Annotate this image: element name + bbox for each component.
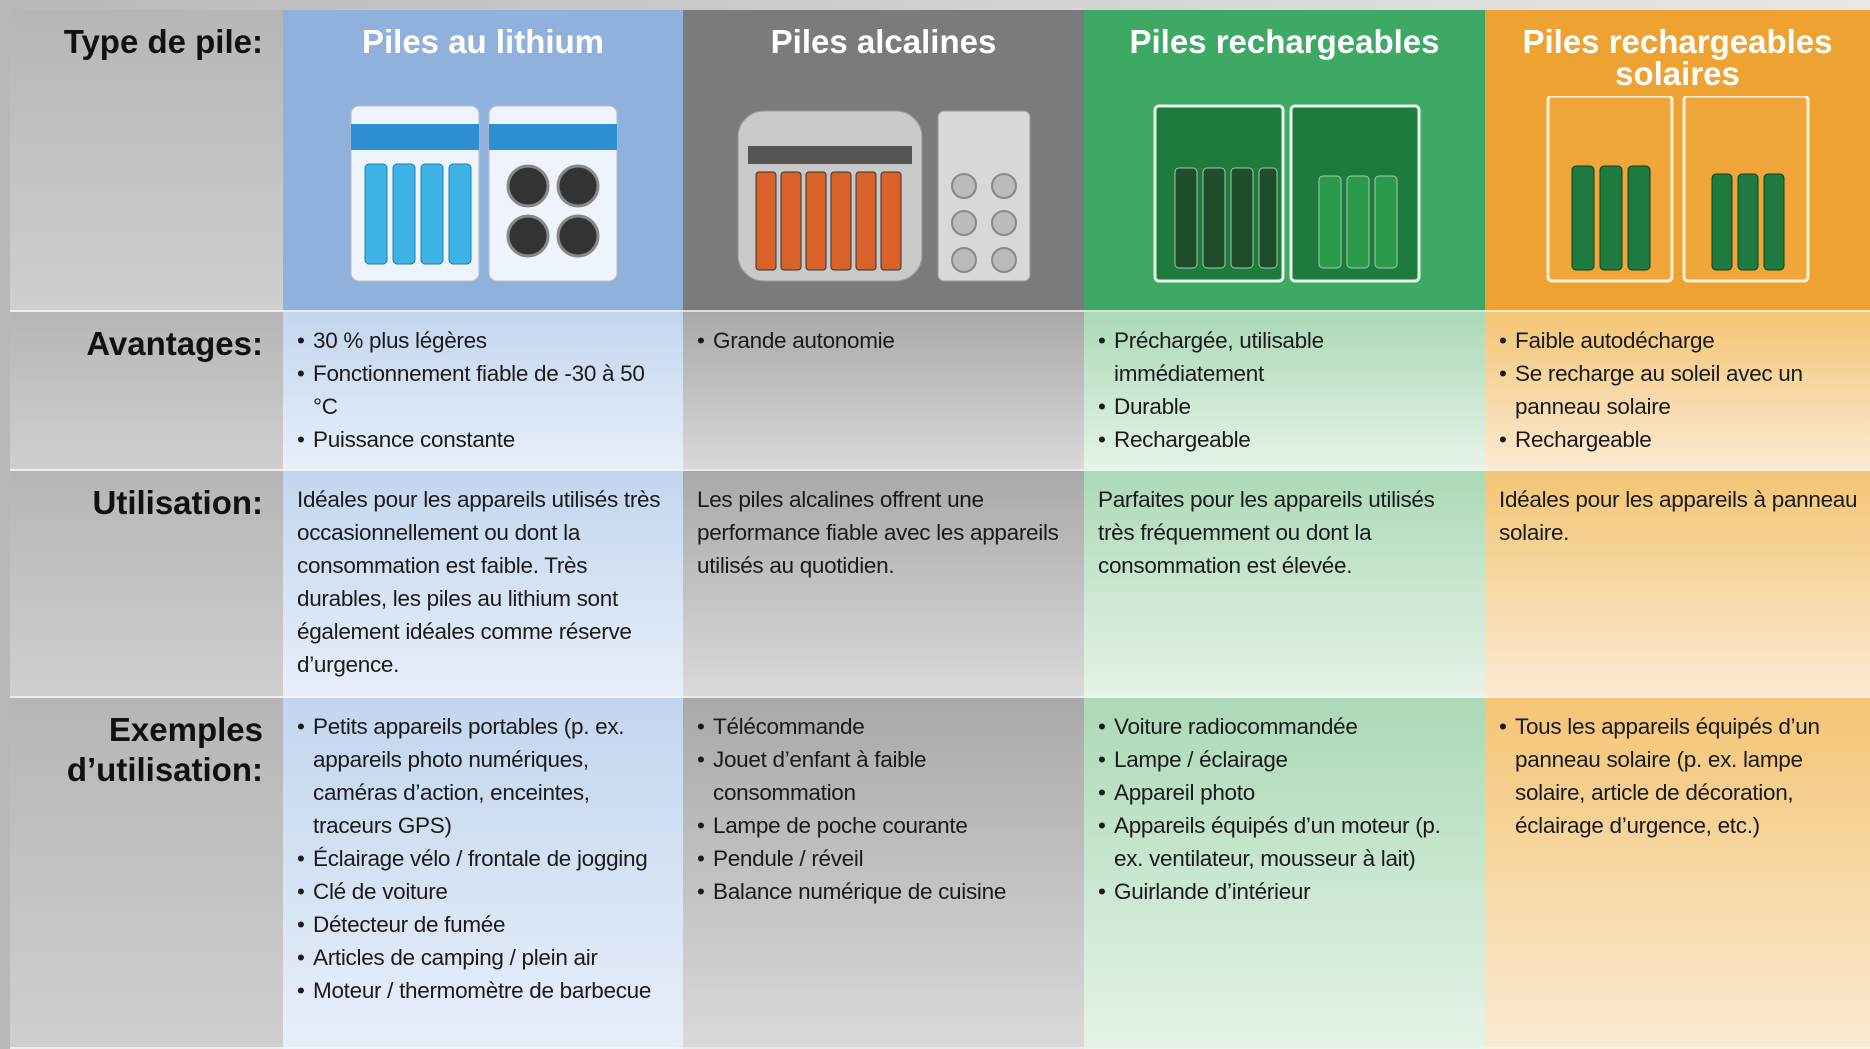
bullet-item: Moteur / thermomètre de barbecue [297,974,673,1007]
column-header: Piles au lithium [283,10,683,312]
table-cell: Petits appareils portables (p. ex. appar… [283,698,683,1049]
bullet-list: Grande autonomie [697,324,1074,357]
column-title: Piles rechargeables solaires [1522,23,1833,92]
bullet-list: 30 % plus légèresFonctionnement fiable d… [297,324,673,456]
column-title: Piles rechargeables [1129,23,1440,60]
column-title: Piles au lithium [361,23,605,60]
bullet-item: Éclairage vélo / frontale de jogging [297,842,673,875]
bullet-item: Clé de voiture [297,875,673,908]
band [351,124,479,150]
bullet-list: TélécommandeJouet d’enfant à faible cons… [697,710,1074,908]
bullet-item: Appareil photo [1098,776,1475,809]
bullet-item: Lampe de poche courante [697,809,1074,842]
bullet-item: Appareils équipés d’un moteur (p. ex. ve… [1098,809,1475,875]
bullet-item: Grande autonomie [697,324,1074,357]
column-header: Piles rechargeables solaires [1485,10,1870,312]
batteries [1711,173,1784,271]
column-header: Piles alcalines [683,10,1084,312]
bullet-item: Guirlande d’intérieur [1098,875,1475,908]
table-cell: Voiture radiocommandéeLampe / éclairageA… [1084,698,1485,1049]
bullet-item: Faible autodécharge [1499,324,1860,357]
bullet-list: Petits appareils portables (p. ex. appar… [297,710,673,1007]
table-cell: 30 % plus légèresFonctionnement fiable d… [283,312,683,471]
coin-cells [506,164,600,258]
product-image [350,105,618,282]
table-cell: Idéales pour les appareils utilisés très… [283,471,683,698]
product-image [1546,96,1809,283]
bullet-item: Durable [1098,390,1475,423]
batteries [1174,167,1277,269]
row-label: Utilisation: [10,471,283,698]
bullet-list: Préchargée, utilisable immédiatementDura… [1098,324,1475,456]
header-label: Type de pile: [10,10,283,312]
batteries [1571,165,1650,271]
bullet-item: Puissance constante [297,423,673,456]
product-image [737,110,1030,282]
batteries [1318,175,1397,269]
table-cell: Parfaites pour les appareils utilisés tr… [1084,471,1485,698]
table-cell: TélécommandeJouet d’enfant à faible cons… [683,698,1084,1049]
coin-cells [950,173,1017,273]
bullet-item: Rechargeable [1499,423,1860,456]
bullet-item: Préchargée, utilisable immédiatement [1098,324,1475,390]
bullet-item: Jouet d’enfant à faible consommation [697,743,1074,809]
bullet-item: Pendule / réveil [697,842,1074,875]
product-image [1153,104,1420,283]
bullet-list: Voiture radiocommandéeLampe / éclairageA… [1098,710,1475,908]
table-cell: Préchargée, utilisable immédiatementDura… [1084,312,1485,471]
bullet-item: Tous les appareils équipés d’un panneau … [1499,710,1860,842]
bullet-item: 30 % plus légères [297,324,673,357]
bullet-item: Petits appareils portables (p. ex. appar… [297,710,673,842]
column-title: Piles alcalines [770,23,997,60]
row-label: Exemples d’utilisation: [10,698,283,1049]
bullet-item: Articles de camping / plein air [297,941,673,974]
row-label: Avantages: [10,312,283,471]
bullet-item: Voiture radiocommandée [1098,710,1475,743]
blister [937,110,1030,282]
bullet-list: Faible autodéchargeSe recharge au soleil… [1499,324,1860,456]
band [747,146,912,164]
bullet-item: Télécommande [697,710,1074,743]
table-cell: Les piles alcalines offrent une performa… [683,471,1084,698]
bullet-item: Fonctionnement fiable de -30 à 50 °C [297,357,673,423]
bullet-item: Lampe / éclairage [1098,743,1475,776]
table-cell: Faible autodéchargeSe recharge au soleil… [1485,312,1870,471]
bullet-item: Rechargeable [1098,423,1475,456]
bullet-item: Détecteur de fumée [297,908,673,941]
bullet-item: Se recharge au soleil avec un panneau so… [1499,357,1860,423]
comparison-table: Type de pile: Piles au lithium Piles alc… [10,10,1870,1049]
band [489,124,617,150]
table-cell: Grande autonomie [683,312,1084,471]
batteries [755,171,901,271]
batteries [364,163,472,265]
column-header: Piles rechargeables [1084,10,1485,312]
bullet-item: Balance numérique de cuisine [697,875,1074,908]
table-cell: Idéales pour les appareils à panneau sol… [1485,471,1870,698]
table-cell: Tous les appareils équipés d’un panneau … [1485,698,1870,1049]
bullet-list: Tous les appareils équipés d’un panneau … [1499,710,1860,842]
